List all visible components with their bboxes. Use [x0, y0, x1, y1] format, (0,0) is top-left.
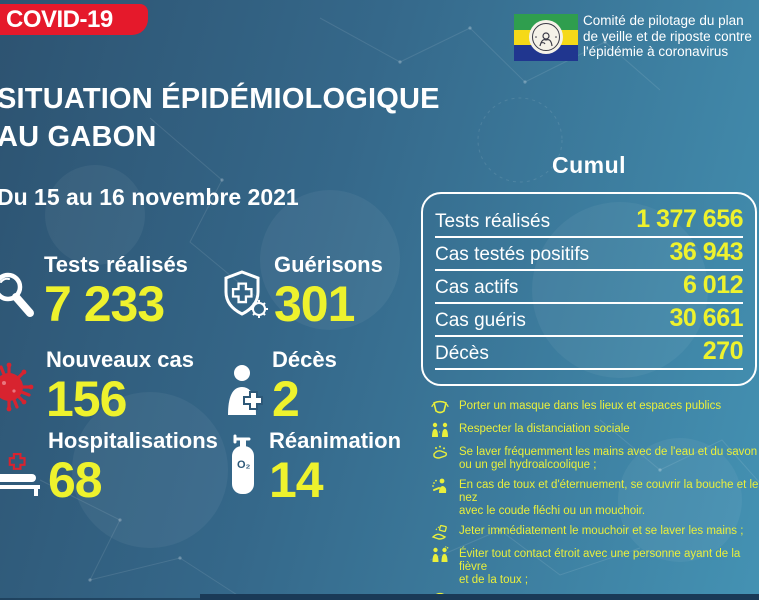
virus-icon [0, 359, 38, 420]
magnifier-icon [0, 270, 38, 325]
stat-label: Nouveaux cas [46, 347, 194, 372]
list-item: Jeter immédiatement le mouchoir et se la… [431, 523, 759, 541]
gabon-emblem [529, 20, 563, 54]
cumul-row-gueris: Cas guéris 30 661 [435, 304, 744, 337]
stat-value: 156 [46, 371, 127, 427]
recommendation-text: En cas de toux et d'éternuement, se couv… [459, 479, 759, 517]
cumul-row-label: Cas testés positifs [435, 244, 590, 265]
page-title-line-1: SITUATION ÉPIDÉMIOLOGIQUE [0, 83, 440, 115]
cumul-row-value: 1 377 656 [636, 205, 743, 233]
cumul-row-label: Décès [435, 343, 489, 364]
svg-text:O₂: O₂ [237, 459, 251, 471]
hospital-bed-icon [0, 450, 42, 501]
stat-tests-realises: Tests réalisés 7 233 [0, 252, 188, 330]
stat-deces: Décès 2 [224, 347, 337, 425]
covid19-banner: COVID-19 [0, 4, 148, 35]
oxygen-tank-icon: O₂ [227, 434, 263, 501]
stat-value: 68 [48, 452, 103, 508]
cumul-row-label: Cas guéris [435, 310, 526, 331]
cumul-table: Tests réalisés 1 377 656 Cas testés posi… [421, 192, 757, 386]
stat-label: Hospitalisations [48, 428, 218, 453]
committee-line-1: Comité de pilotage du plan [583, 13, 744, 28]
stat-label: Tests réalisés [44, 252, 188, 277]
report-period: Du 15 au 16 novembre 2021 [0, 184, 299, 210]
recommendation-text: Respecter la distanciation sociale [459, 423, 630, 435]
bottom-bar [200, 594, 759, 600]
cumul-row-positifs: Cas testés positifs 36 943 [435, 238, 744, 271]
recommendation-text: Éviter tout contact étroit avec une pers… [459, 548, 741, 586]
social-distancing-icon [432, 422, 448, 437]
stat-guerisons: Guérisons 301 [222, 252, 383, 330]
list-item: Respecter la distanciation sociale [431, 421, 759, 439]
cumul-row-label: Tests réalisés [435, 211, 551, 232]
committee-name: Comité de pilotage du plan de veille et … [583, 13, 759, 60]
page-title: SITUATION ÉPIDÉMIOLOGIQUE AU GABON [0, 80, 440, 156]
recommendation-text: Porter un masque dans les lieux et espac… [459, 400, 722, 412]
shield-cross-virus-icon [222, 268, 270, 325]
cumul-row-value: 270 [702, 337, 744, 365]
gabon-seal-icon [532, 23, 560, 51]
committee-line-2: de veille et de riposte contre [583, 28, 752, 44]
stat-nouveaux-cas: Nouveaux cas 156 [0, 347, 194, 425]
cough-elbow-icon [432, 478, 447, 493]
stat-label: Guérisons [274, 252, 383, 277]
stat-value: 301 [274, 276, 355, 332]
cumul-row-value: 6 012 [682, 271, 744, 299]
list-item: Éviter tout contact étroit avec une pers… [431, 546, 759, 587]
cumul-row-actifs: Cas actifs 6 012 [435, 271, 744, 304]
cumul-row-value: 30 661 [669, 304, 744, 332]
covid19-banner-label: COVID-19 [6, 5, 113, 33]
stat-reanimation: O₂ Réanimation 14 [227, 428, 401, 506]
recommendation-text: Jeter immédiatement le mouchoir et se la… [459, 525, 744, 537]
recommendation-text: Se laver fréquemment les mains avec de l… [459, 446, 758, 471]
stat-label: Décès [272, 347, 337, 372]
stat-value: 2 [272, 371, 300, 427]
hand-washing-icon [433, 445, 448, 459]
cumul-row-deces: Décès 270 [435, 337, 744, 370]
stat-label: Réanimation [269, 428, 402, 453]
cumul-title: Cumul [551, 152, 627, 178]
avoid-contact-icon [432, 546, 449, 562]
throw-tissue-icon [431, 524, 447, 540]
list-item: Se laver fréquemment les mains avec de l… [431, 444, 759, 472]
committee-line-3: l'épidémie à coronavirus [583, 44, 729, 59]
list-item: En cas de toux et d'éternuement, se couv… [431, 477, 759, 518]
page-title-line-2: AU GABON [0, 121, 157, 153]
stat-hospitalisations: Hospitalisations 68 [0, 428, 218, 506]
cumul-row-tests: Tests réalisés 1 377 656 [435, 205, 743, 238]
stat-value: 7 233 [44, 276, 165, 332]
cumul-row-value: 36 943 [669, 238, 744, 266]
cumul-row-label: Cas actifs [435, 277, 519, 298]
gabon-flag [514, 14, 578, 61]
list-item: Porter un masque dans les lieux et espac… [431, 398, 759, 416]
person-cross-icon [224, 363, 266, 420]
mask-icon [431, 400, 449, 414]
recommendations-list: Porter un masque dans les lieux et espac… [431, 398, 759, 600]
stat-value: 14 [269, 452, 324, 508]
